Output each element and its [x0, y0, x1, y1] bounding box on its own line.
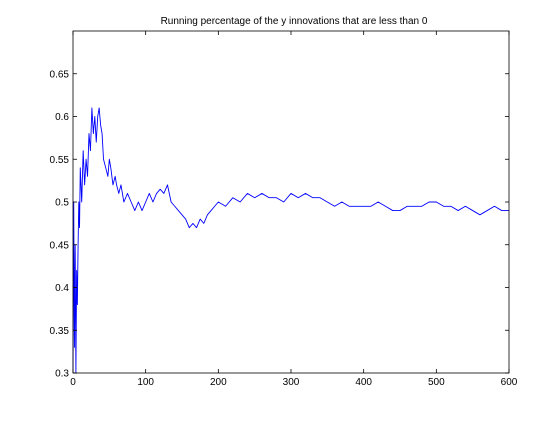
- x-tick-label: 100: [137, 377, 154, 388]
- y-axis: 0.3 0.35 0.4 0.45 0.5 0.55 0.6 0.65: [50, 69, 509, 380]
- y-tick-label: 0.65: [50, 69, 70, 80]
- chart-title: Running percentage of the y innovations …: [161, 16, 428, 27]
- y-tick-label: 0.4: [55, 283, 69, 294]
- series-line: [72, 107, 509, 374]
- x-tick-label: 300: [283, 377, 300, 388]
- x-tick-label: 0: [70, 377, 76, 388]
- x-axis: 0 100 200 300 400 500 600: [70, 31, 518, 388]
- x-tick-label: 600: [501, 377, 518, 388]
- y-tick-label: 0.45: [50, 240, 70, 251]
- x-tick-label: 500: [428, 377, 445, 388]
- plot-area: [72, 107, 509, 374]
- y-tick-label: 0.5: [55, 198, 69, 209]
- x-tick-label: 400: [355, 377, 372, 388]
- y-tick-label: 0.55: [50, 155, 70, 166]
- y-tick-label: 0.6: [55, 112, 69, 123]
- x-tick-label: 200: [210, 377, 227, 388]
- y-tick-label: 0.35: [50, 326, 70, 337]
- y-tick-label: 0.3: [55, 369, 69, 380]
